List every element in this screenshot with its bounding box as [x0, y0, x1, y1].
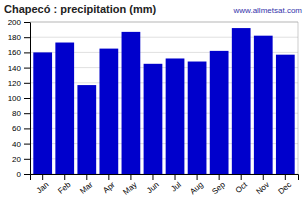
y-tick: 40 [12, 140, 30, 149]
y-tick: 100 [8, 94, 30, 103]
bar [33, 52, 52, 174]
x-tick-mark [285, 174, 286, 180]
x-axis-line [31, 175, 299, 181]
bar [77, 85, 96, 174]
y-tick-mark [24, 128, 30, 129]
x-tick-mark [42, 174, 43, 180]
x-tick-mark [130, 174, 131, 180]
x-tick-label: Sep [210, 180, 227, 196]
y-tick-mark [24, 113, 30, 114]
x-tick: Jan [35, 174, 51, 195]
x-tick-label: Apr [101, 180, 117, 195]
y-tick-mark [24, 37, 30, 38]
x-axis: Jan Feb Mar Apr May Jun Jul Aug Sep Oct Nov Dec [31, 174, 299, 197]
y-tick: 140 [8, 64, 30, 73]
x-tick-label: Feb [56, 180, 73, 196]
frame-top [30, 22, 298, 23]
x-tick-label: Oct [234, 180, 250, 195]
y-tick: 160 [8, 48, 30, 57]
y-tick-label: 120 [8, 79, 22, 88]
annotation: www.allmetsat.com [233, 6, 303, 15]
y-tick-mark [24, 68, 30, 69]
bars [33, 28, 294, 174]
y-tick-mark [24, 52, 30, 53]
bar [99, 49, 118, 174]
bar [55, 43, 74, 174]
y-tick: 200 [8, 18, 30, 27]
y-tick-mark [24, 159, 30, 160]
title: Chapecó : precipitation (mm) [4, 3, 157, 15]
x-tick: Mar [78, 174, 95, 196]
x-tick-label: Mar [78, 180, 95, 196]
y-tick-mark [24, 174, 30, 175]
x-tick-label: Dec [276, 180, 293, 196]
y-axis: 0 20 40 60 80 100 120 140 160 180 200 [8, 18, 31, 179]
x-tick: Jun [145, 174, 161, 195]
y-tick: 120 [8, 79, 30, 88]
x-tick-label: Jul [169, 180, 183, 194]
grid-line [30, 22, 298, 23]
x-tick-label: Aug [188, 180, 205, 196]
x-tick: Nov [254, 174, 271, 196]
y-tick-mark [24, 22, 30, 23]
y-tick-label: 20 [12, 155, 21, 164]
x-tick: Dec [276, 174, 293, 196]
y-tick: 20 [12, 155, 30, 164]
x-tick-mark [108, 174, 109, 180]
y-tick: 80 [12, 109, 30, 118]
x-tick: Sep [210, 174, 227, 196]
x-tick-label: May [121, 180, 138, 197]
x-tick-label: Jun [145, 180, 161, 195]
y-tick-label: 60 [12, 124, 21, 133]
x-tick: May [121, 174, 138, 197]
y-tick-label: 100 [8, 94, 22, 103]
x-tick-mark [241, 174, 242, 180]
x-tick: Jul [169, 174, 183, 194]
bar [166, 58, 185, 174]
y-tick-mark [24, 98, 30, 99]
bar [188, 62, 207, 174]
x-tick-mark [86, 174, 87, 180]
y-tick: 0 [17, 170, 30, 179]
bar [122, 32, 141, 174]
frame-right [298, 22, 299, 174]
bar [276, 55, 295, 174]
y-tick-label: 40 [12, 140, 21, 149]
bar [144, 64, 163, 174]
y-axis-line [24, 23, 31, 175]
x-tick-mark [263, 174, 264, 180]
x-tick-mark [152, 174, 153, 180]
y-tick-label: 160 [8, 48, 22, 57]
y-tick-label: 180 [8, 33, 22, 42]
x-tick: Oct [234, 174, 250, 195]
y-tick: 180 [8, 33, 30, 42]
x-tick-mark [219, 174, 220, 180]
x-tick-mark [197, 174, 198, 180]
chart-container: 0 20 40 60 80 100 120 140 160 180 200 Jan Feb Mar Apr M… [0, 0, 306, 200]
y-tick-mark [24, 144, 30, 145]
x-tick-label: Jan [35, 180, 51, 195]
x-tick-label: Nov [254, 180, 271, 196]
grid [30, 22, 298, 174]
bar [254, 36, 273, 174]
bar [232, 28, 251, 174]
x-tick: Feb [56, 174, 73, 196]
x-tick-mark [175, 174, 176, 180]
y-tick-mark [24, 83, 30, 84]
bar [210, 51, 229, 174]
x-tick: Apr [101, 174, 117, 195]
chart-svg: 0 20 40 60 80 100 120 140 160 180 200 Jan Feb Mar Apr M… [0, 0, 306, 200]
y-tick-label: 140 [8, 64, 22, 73]
x-tick-mark [64, 174, 65, 180]
x-tick: Aug [188, 174, 205, 196]
y-tick: 60 [12, 124, 30, 133]
y-tick-label: 80 [12, 109, 21, 118]
y-tick-label: 200 [8, 18, 22, 27]
y-tick-label: 0 [17, 170, 22, 179]
